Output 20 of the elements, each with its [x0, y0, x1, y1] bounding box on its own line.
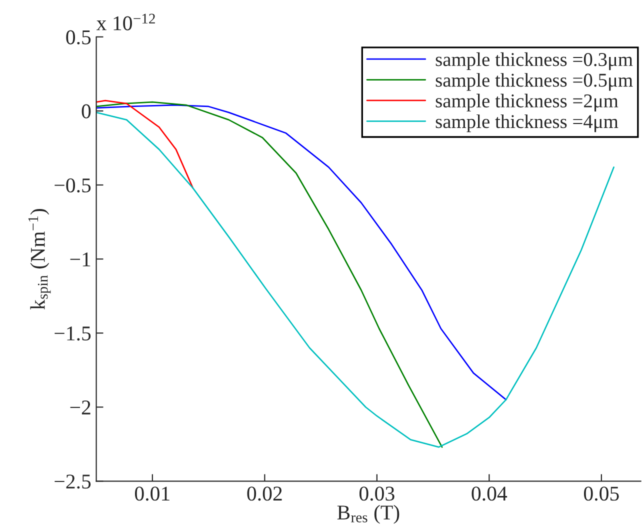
x-tick-label: 0.02	[247, 486, 282, 501]
legend-label: sample thickness =2μm	[436, 94, 618, 112]
x-tick-label: 0.04	[472, 486, 508, 501]
y-tick-label: −1.5	[54, 326, 91, 341]
line-series	[96, 100, 194, 189]
legend-label: sample thickness =4μm	[436, 114, 618, 132]
y-tick-label: −2	[70, 400, 90, 414]
y-tick-label: 0.5	[66, 30, 91, 44]
legend-label: sample thickness =0.3μm	[436, 52, 633, 70]
text: x 10$^{−12}$	[96, 14, 155, 30]
x-tick-label: 0.01	[134, 486, 170, 501]
y-tick-label: −0.5	[54, 178, 91, 192]
y-tick-label: −2.5	[54, 474, 91, 489]
x-tick-label: 0.03	[359, 486, 394, 501]
x-tick-label: 0.05	[584, 486, 619, 501]
x-axis-title: B$_{res}$ (T)	[337, 504, 400, 524]
y-axis-title: k$_{spin}$ (Nm$^{−1}$)	[28, 209, 51, 310]
y-tick-label: 0	[82, 104, 91, 118]
y-tick-label: −1	[70, 252, 90, 266]
legend-label: sample thickness =0.5μm	[436, 73, 633, 91]
